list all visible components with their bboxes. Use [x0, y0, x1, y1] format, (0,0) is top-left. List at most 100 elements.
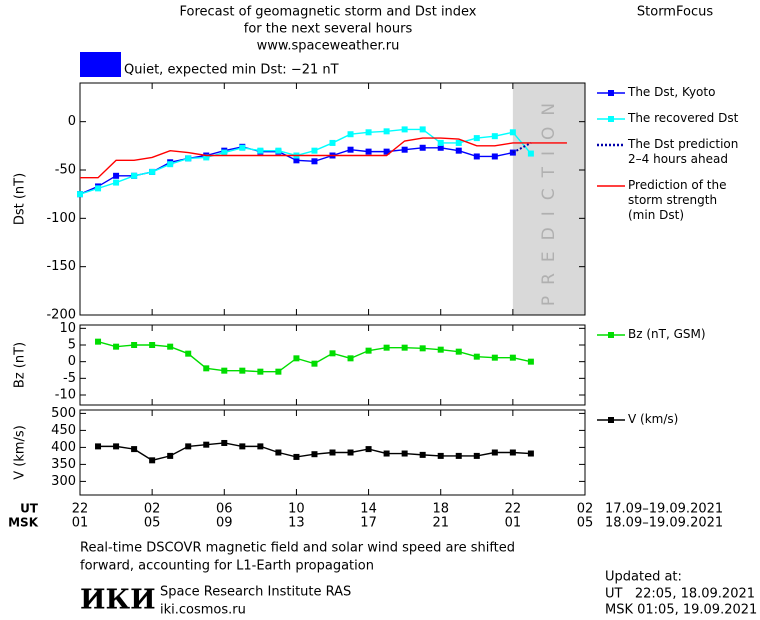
marker	[401, 126, 408, 133]
series	[95, 338, 534, 375]
series	[80, 137, 567, 179]
marker	[311, 147, 318, 154]
marker	[383, 344, 390, 351]
prediction-label: PREDICTION	[539, 92, 559, 306]
series	[77, 126, 534, 198]
legend-label: The Dst, Kyoto	[628, 85, 716, 99]
x-tick-label: 21	[432, 516, 449, 531]
marker	[185, 443, 192, 450]
x-tick-label: 17	[360, 516, 377, 531]
legend-swatch	[608, 116, 614, 122]
y-tick-label: -200	[46, 308, 76, 323]
line	[79, 128, 532, 195]
marker	[491, 354, 498, 361]
marker	[257, 443, 264, 450]
y-axis-label: V (km/s)	[13, 425, 28, 480]
marker	[455, 348, 462, 355]
marker	[149, 342, 156, 348]
marker	[113, 343, 120, 350]
y-tick-label: 10	[59, 321, 76, 336]
marker	[527, 450, 534, 457]
axis-row-name: MSK	[8, 516, 39, 530]
marker	[131, 446, 138, 453]
logo: ИКИ	[80, 585, 156, 616]
marker	[437, 346, 444, 353]
y-tick-label: 450	[51, 423, 76, 438]
marker	[95, 338, 102, 345]
marker	[203, 365, 210, 372]
marker	[347, 449, 354, 456]
prediction-band	[512, 83, 585, 315]
plot-frame	[79, 409, 586, 496]
marker	[527, 358, 534, 365]
marker	[365, 129, 372, 136]
title-line: for the next several hours	[244, 22, 413, 37]
marker	[167, 452, 174, 459]
plot-frame	[79, 82, 586, 316]
x-tick-label: 09	[216, 516, 233, 531]
marker	[257, 368, 264, 375]
title-line: www.spaceweather.ru	[257, 39, 400, 54]
marker	[167, 161, 174, 168]
y-tick-label: 0	[68, 114, 76, 129]
legend-swatch	[608, 332, 614, 338]
y-tick-label: 300	[51, 474, 76, 489]
line	[80, 137, 567, 179]
marker	[203, 154, 210, 161]
marker	[509, 449, 516, 456]
institute: Space Research Institute RAS	[160, 585, 351, 600]
marker	[419, 126, 426, 133]
marker	[419, 451, 426, 458]
marker	[311, 451, 318, 458]
legend-label: V (km/s)	[628, 412, 679, 426]
axis-row-name: UT	[20, 502, 39, 516]
note: forward, accounting for L1-Earth propaga…	[80, 559, 374, 574]
legend-swatch	[608, 417, 614, 423]
x-tick-label: 22	[505, 502, 522, 517]
marker	[95, 185, 102, 192]
y-tick-label: 0	[68, 354, 76, 369]
marker	[473, 153, 480, 160]
marker	[221, 439, 228, 446]
marker	[401, 344, 408, 351]
legend-label: The recovered Dst	[628, 111, 739, 125]
marker	[203, 441, 210, 448]
marker	[221, 367, 228, 374]
marker	[347, 355, 354, 362]
marker	[149, 457, 156, 464]
title-line: Forecast of geomagnetic storm and Dst in…	[179, 5, 476, 20]
x-tick-label: 01	[72, 516, 89, 531]
marker	[311, 360, 318, 367]
marker	[185, 155, 192, 162]
marker	[275, 368, 282, 375]
marker	[491, 153, 498, 160]
x-tick-label: 22	[72, 502, 89, 517]
y-tick-label: 350	[51, 457, 76, 472]
marker	[455, 147, 462, 154]
marker	[383, 128, 390, 135]
date-range: 18.09–19.09.2021	[605, 516, 723, 531]
marker	[275, 147, 282, 154]
y-axis-label: Dst (nT)	[13, 173, 28, 225]
marker	[149, 168, 156, 175]
series	[95, 439, 534, 464]
legend-label: Prediction of the storm strength (min Ds…	[628, 178, 727, 222]
x-tick-label: 05	[144, 516, 161, 531]
marker	[257, 147, 264, 154]
marker	[185, 350, 192, 357]
legend-swatch	[608, 90, 614, 96]
x-tick-label: 06	[216, 502, 233, 517]
status-swatch	[80, 52, 121, 77]
marker	[311, 158, 318, 165]
marker	[239, 443, 246, 450]
marker	[437, 139, 444, 146]
marker	[275, 449, 282, 456]
marker	[401, 450, 408, 457]
updated: UT 22:05, 18.09.2021	[605, 587, 755, 602]
marker	[293, 355, 300, 362]
status: Quiet, expected min Dst: −21 nT	[124, 63, 339, 78]
note: Real-time DSCOVR magnetic field and sola…	[80, 541, 515, 556]
x-tick-label: 02	[577, 502, 594, 517]
